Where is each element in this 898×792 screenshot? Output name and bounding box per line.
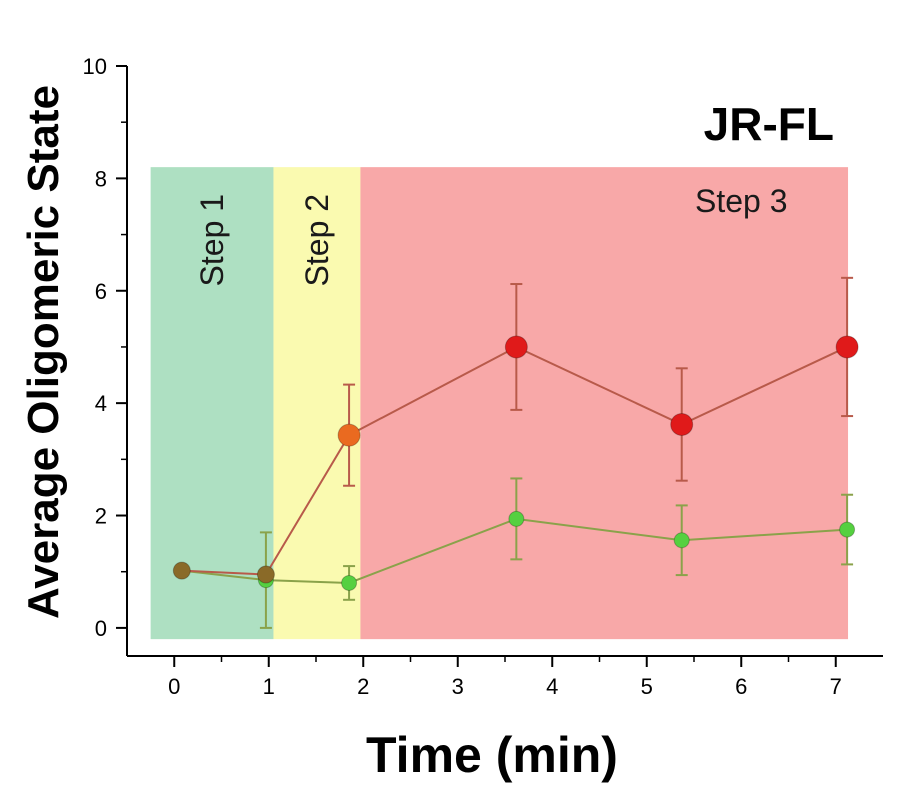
y-tick-label-6: 6 [95,279,107,304]
series-2-line [181,517,848,584]
series-1 [172,276,859,584]
series-1-line [181,345,848,576]
step-label-1: Step 1 [194,194,230,287]
series-1-point [670,412,694,436]
step-label-3: Step 3 [695,183,788,219]
series-1-point [172,561,191,580]
y-tick-label-2: 2 [95,504,107,529]
x-tick-label-4: 4 [546,674,558,699]
series-1-point [835,335,859,359]
step-bands [150,167,849,640]
series-1-point [256,565,275,584]
x-tick-label-1: 1 [263,674,275,699]
x-tick-label-5: 5 [641,674,653,699]
step-label-2: Step 2 [299,194,335,287]
y-tick-label-8: 8 [95,166,107,191]
y-tick-label-0: 0 [95,616,107,641]
step-labels: Step 1 Step 2 Step 3 [194,183,787,286]
series-2-point [341,574,358,591]
y-axis-title: Average Oligomeric State [19,85,68,619]
x-tick-label-2: 2 [357,674,369,699]
series-2-point [839,521,856,538]
axes: 0 1 2 3 4 5 6 7 0 2 4 6 8 10 [83,54,883,699]
x-tick-label-3: 3 [452,674,464,699]
step-band-2 [273,167,361,640]
y-tick-label-4: 4 [95,391,107,416]
x-tick-label-0: 0 [168,674,180,699]
x-tick-label-6: 6 [735,674,747,699]
series-layer [172,276,859,629]
step-band-3 [360,167,849,640]
step-band-1 [150,167,274,640]
series-1-point [337,423,361,447]
chart-title: JR-FL [704,98,834,150]
series-1-point [504,335,528,359]
series-2-point [673,532,690,549]
x-tick-label-7: 7 [830,674,842,699]
series-2-point [508,510,525,527]
x-axis-title: Time (min) [366,727,618,783]
y-tick-label-10: 10 [83,54,107,79]
